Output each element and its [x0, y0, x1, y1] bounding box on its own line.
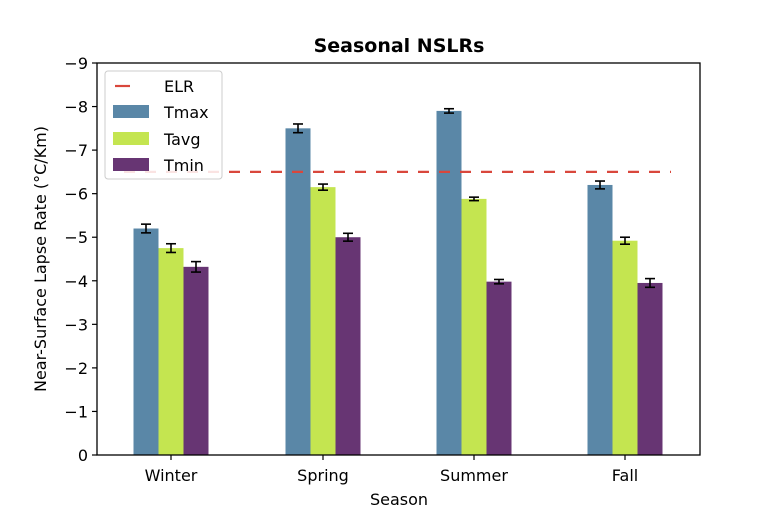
legend-label: Tmax: [163, 103, 209, 122]
x-tick-label: Fall: [612, 466, 638, 485]
error-bar-tmax-spring: [293, 123, 303, 134]
bar-tavg-spring: [310, 187, 336, 455]
error-bar-tmax-summer: [444, 107, 454, 114]
y-axis-label: Near-Surface Lapse Rate (°C/Km): [31, 126, 50, 392]
bar-tavg-summer: [461, 198, 487, 456]
y-tick-label: −2: [64, 359, 88, 378]
y-tick-label: −3: [64, 315, 88, 334]
legend-label: Tavg: [163, 130, 201, 149]
error-bar-tmin-winter: [191, 260, 201, 273]
x-axis: Winter Spring Summer Fall: [145, 455, 638, 485]
bar-tmin-fall: [637, 282, 663, 455]
legend-swatch-tmin: [113, 158, 149, 171]
bar-tmin-spring: [335, 237, 361, 455]
y-tick-label: −7: [64, 141, 88, 160]
x-tick-label: Spring: [297, 466, 349, 485]
plot-area: [124, 107, 671, 456]
error-bar-tavg-winter: [166, 242, 176, 254]
error-bar-tmin-fall: [645, 277, 655, 289]
y-tick-label: −8: [64, 98, 88, 117]
legend-frame: [104, 70, 223, 180]
bar-tmax-summer: [436, 110, 462, 456]
bar-tavg-winter: [158, 248, 184, 455]
x-tick-label: Summer: [440, 466, 508, 485]
bar-tmin-winter: [183, 266, 209, 455]
error-bar-tmax-fall: [595, 180, 605, 190]
y-tick-label: −4: [64, 272, 88, 291]
error-bar-tmin-spring: [343, 232, 353, 242]
error-bar-tmin-summer: [494, 278, 504, 285]
bar-tmax-fall: [587, 184, 613, 455]
plot-frame: [96, 62, 701, 456]
error-bar-tavg-spring: [318, 183, 328, 191]
legend-label: Tmin: [163, 156, 204, 175]
x-axis-label: Season: [370, 490, 428, 509]
legend-label: ELR: [164, 77, 194, 96]
chart-title: Seasonal NSLRs: [314, 35, 485, 57]
y-tick-label: 0: [78, 446, 88, 465]
y-tick-label: −6: [64, 185, 88, 204]
x-tick-label: Winter: [145, 466, 198, 485]
legend-swatch-tmax: [113, 105, 149, 118]
legend: ELR Tmax Tavg Tmin: [104, 70, 223, 180]
bar-tavg-fall: [612, 240, 638, 455]
legend-swatch-tavg: [113, 132, 149, 145]
bar-tmax-spring: [285, 128, 311, 456]
y-tick-label: −1: [64, 402, 88, 421]
error-bar-tmax-winter: [141, 223, 151, 234]
bar-tmax-winter: [133, 228, 159, 455]
y-tick-label: −9: [64, 54, 88, 73]
y-axis: 0 −1 −2 −3 −4 −5 −6 −7 −8 −9: [64, 54, 97, 465]
bar-tmin-summer: [486, 281, 512, 455]
error-bar-tavg-fall: [620, 236, 630, 245]
y-tick-label: −5: [64, 228, 88, 247]
error-bar-tavg-summer: [469, 196, 479, 202]
